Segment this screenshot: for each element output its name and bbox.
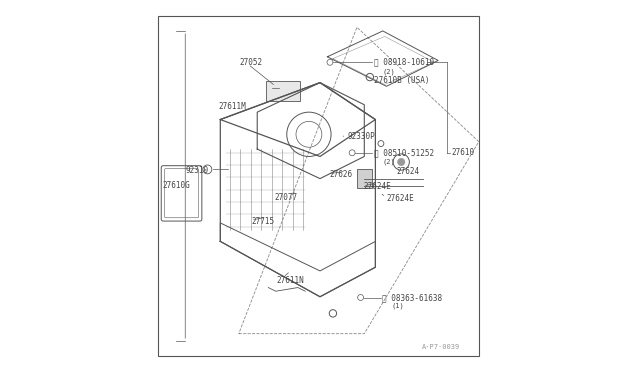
- Text: 27626: 27626: [329, 170, 353, 179]
- Bar: [266, 81, 300, 101]
- Text: 27715: 27715: [252, 217, 275, 225]
- Text: (2): (2): [382, 158, 395, 164]
- Text: 27052: 27052: [239, 58, 262, 67]
- Text: 27611M: 27611M: [218, 102, 246, 111]
- Text: 27624E: 27624E: [387, 194, 414, 203]
- Text: Ⓢ 08510-51252: Ⓢ 08510-51252: [374, 148, 434, 157]
- Bar: [157, 16, 479, 356]
- Text: 27610: 27610: [451, 148, 474, 157]
- Text: (1): (1): [391, 303, 404, 309]
- Text: 27624E: 27624E: [364, 182, 391, 191]
- Text: (2): (2): [382, 68, 395, 75]
- Text: 92330P: 92330P: [348, 132, 375, 141]
- Text: 27611N: 27611N: [276, 276, 304, 285]
- Circle shape: [397, 158, 405, 166]
- Text: 27077: 27077: [274, 193, 298, 202]
- Text: 27610B (USA): 27610B (USA): [374, 76, 429, 85]
- Text: 92310: 92310: [185, 166, 209, 174]
- Text: Ⓢ 08363-61638: Ⓢ 08363-61638: [382, 293, 442, 302]
- Bar: [357, 169, 372, 188]
- Text: 27610G: 27610G: [163, 182, 190, 190]
- Text: Ⓝ 08918-10610: Ⓝ 08918-10610: [374, 58, 434, 67]
- Text: A·P7·0039: A·P7·0039: [422, 344, 460, 350]
- Text: 27624: 27624: [396, 167, 420, 176]
